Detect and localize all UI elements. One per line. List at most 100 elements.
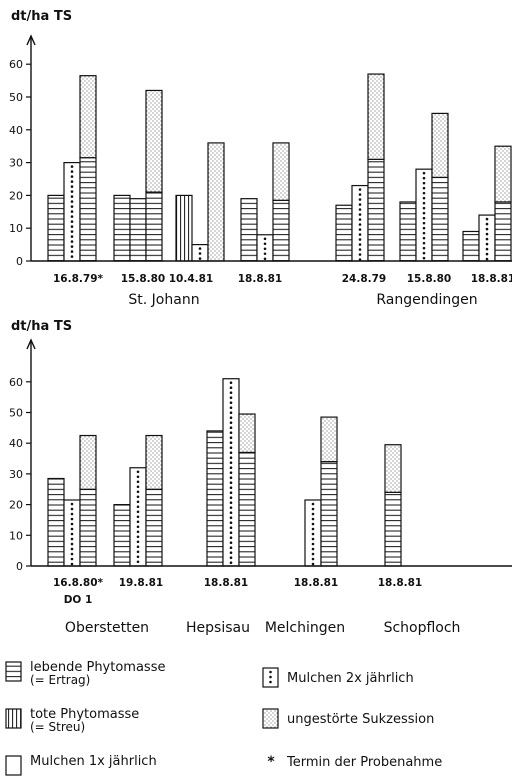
date-label: 19.8.81 <box>119 577 164 589</box>
legend-swatch-tote <box>5 708 22 729</box>
bar-mulchen2-dot <box>70 542 74 546</box>
date-label: 16.8.79* <box>53 273 104 285</box>
legend-swatch-mulchen2-dot <box>269 680 272 684</box>
bar-ungestoert <box>431 112 449 178</box>
bar-lebende <box>399 201 417 262</box>
bar-mulchen2-dot <box>485 232 489 236</box>
bar-mulchen2-dot <box>136 520 140 524</box>
bar-mulchen2-dot <box>229 406 233 410</box>
bar-lebende <box>113 194 131 262</box>
bar-mulchen2-dot <box>263 247 267 251</box>
bar-mulchen2-dot <box>229 441 233 445</box>
bar-mulchen2-dot <box>358 188 362 191</box>
bar-ungestoert <box>79 75 97 159</box>
bar-ungestoert-living-base <box>431 176 449 262</box>
bar-mulchen2-dot <box>485 242 489 246</box>
bar-mulchen2-dot <box>229 531 233 535</box>
legend-label: Mulchen 2x jährlich <box>287 671 414 686</box>
bar-mulchen2-dot <box>229 516 233 520</box>
bar-mulchen2-dot <box>136 475 140 479</box>
bar-mulchen2-dot <box>229 386 233 390</box>
bar-ungestoert-living-base <box>238 451 256 567</box>
legend-label: tote Phytomasse <box>30 707 139 722</box>
bar-mulchen2-dot <box>70 527 74 531</box>
legend-sublabel: (= Streu) <box>30 720 85 734</box>
bar-mulchen2-dot <box>70 562 74 566</box>
bar-mulchen2-dot <box>311 527 315 531</box>
bar-mulchen2-dot <box>311 552 315 556</box>
y-tick-label: 30 <box>9 468 23 481</box>
bar-mulchen2-dot <box>422 206 426 210</box>
y-tick-label: 60 <box>9 58 23 71</box>
bar-mulchen2-dot <box>311 502 315 506</box>
bar-lebende <box>47 194 65 262</box>
bar-mulchen2-dot <box>422 241 426 245</box>
bar-mulchen2-dot <box>358 233 362 236</box>
bar-mulchen2-dot <box>198 247 202 250</box>
bar-mulchen2-dot <box>311 522 315 526</box>
bar-mulchen2-dot <box>229 506 233 510</box>
bar-mulchen2-dot <box>358 218 362 221</box>
bar-mulchen2-dot <box>422 196 426 200</box>
bar-mulchen2-dot <box>136 490 140 494</box>
y-tick-label: 10 <box>9 529 23 542</box>
bar-mulchen2-dot <box>70 532 74 536</box>
bar-mulchen2-dot <box>136 510 140 514</box>
legend-label: lebende Phytomasse <box>30 660 165 675</box>
date-sublabel: DO 1 <box>64 594 93 606</box>
legend-swatch-mulchen2-dot <box>269 670 272 674</box>
bar-mulchen2-dot <box>229 381 233 385</box>
bar-mulchen2-dot <box>136 470 140 474</box>
bar-mulchen2-dot <box>422 191 426 195</box>
bar-mulchen2-dot <box>422 171 426 175</box>
bar-tote <box>175 194 193 262</box>
y-axis-label: dt/ha TS <box>11 319 72 334</box>
bar-mulchen2-dot <box>485 217 489 221</box>
y-tick-label: 20 <box>9 189 23 202</box>
bar-mulchen2-dot <box>136 515 140 519</box>
bar-mulchen2-dot <box>229 501 233 505</box>
bar-mulchen2-dot <box>311 537 315 541</box>
bar-mulchen2-dot <box>229 456 233 460</box>
bar-mulchen2-dot <box>311 517 315 521</box>
legend-label: ungestörte Sukzession <box>287 712 434 727</box>
bar-mulchen2-dot <box>358 213 362 216</box>
bar-mulchen2-dot <box>70 180 74 183</box>
legend-swatch-mulchen2-dot <box>269 675 272 679</box>
bar-ungestoert <box>79 434 97 490</box>
bar-mulchen2-dot <box>358 223 362 226</box>
bar-mulchen2-dot <box>422 216 426 220</box>
bar-mulchen2-dot <box>229 476 233 480</box>
bar-ungestoert-living-base <box>384 491 402 567</box>
y-tick-label: 30 <box>9 157 23 170</box>
bar-mulchen2-dot <box>136 480 140 484</box>
bar-mulchen2-dot <box>358 253 362 256</box>
bar-mulchen2-dot <box>198 252 202 255</box>
bar-mulchen2-dot <box>229 486 233 490</box>
bar-mulchen2-dot <box>229 546 233 550</box>
bar-mulchen2-dot <box>136 555 140 559</box>
bar-ungestoert-living-base <box>272 199 290 262</box>
bar-mulchen2-dot <box>136 505 140 509</box>
bar-mulchen2-dot <box>311 557 315 561</box>
bar-mulchen2-dot <box>70 517 74 521</box>
bar-mulchen2-dot <box>70 547 74 551</box>
bar-ungestoert <box>272 142 290 201</box>
bar-mulchen2-dot <box>422 211 426 215</box>
y-tick-label: 40 <box>9 437 23 450</box>
bar-mulchen2-dot <box>136 525 140 529</box>
bar-mulchen2-dot <box>229 521 233 525</box>
bar-mulchen2-dot <box>136 485 140 489</box>
bar-mulchen2-dot <box>229 496 233 500</box>
bar-ungestoert <box>384 444 402 493</box>
y-axis-arrow-icon <box>26 338 36 350</box>
bar-mulchen2-dot <box>485 257 489 261</box>
bar-mulchen2-dot <box>229 491 233 495</box>
y-tick-label: 60 <box>9 376 23 389</box>
y-tick-label: 40 <box>9 124 23 137</box>
bar-mulchen2-dot <box>229 416 233 420</box>
bar-mulchen2-dot <box>70 512 74 516</box>
bar-mulchen2-dot <box>70 170 74 173</box>
bar-ungestoert <box>494 145 512 203</box>
bar-mulchen2-dot <box>136 550 140 554</box>
